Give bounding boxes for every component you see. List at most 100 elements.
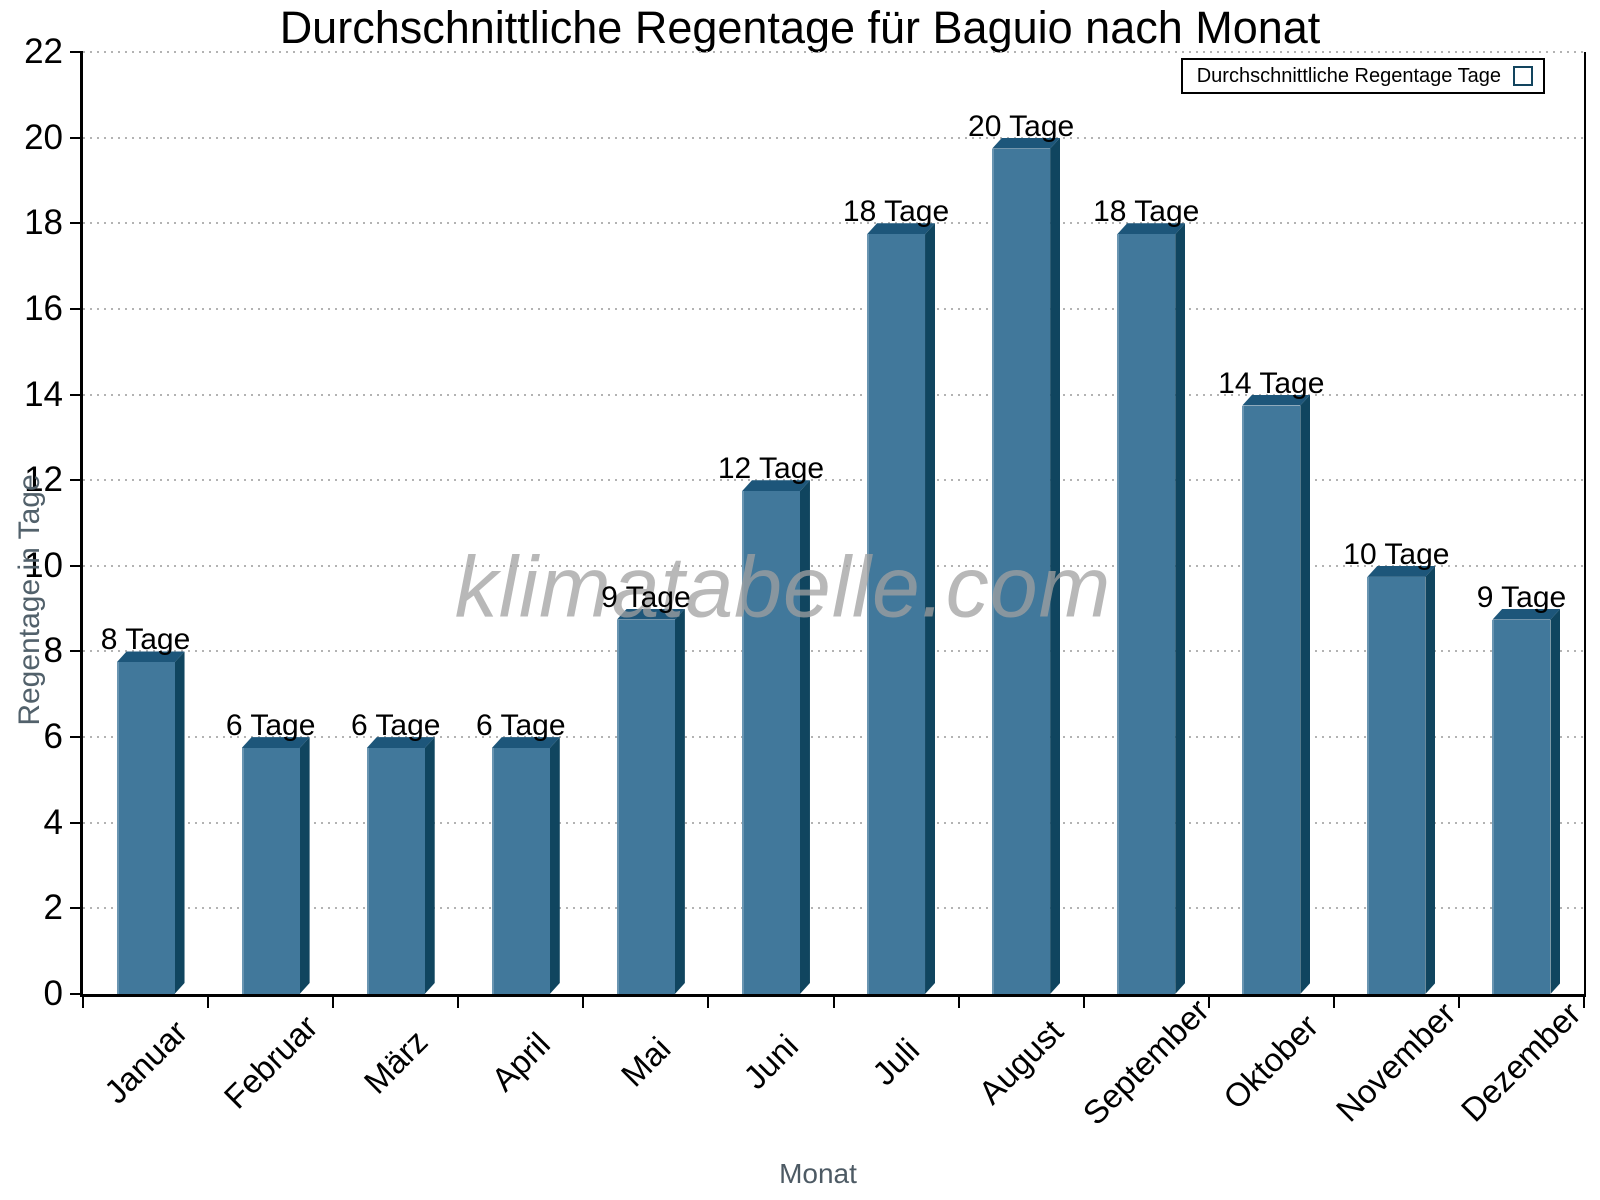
bar-side-face [550, 737, 560, 994]
chart-title: Durchschnittliche Regentage für Baguio n… [279, 2, 1321, 53]
bar-side-face [675, 609, 685, 994]
bar-top-face [491, 737, 560, 749]
y-tick-2 [70, 907, 83, 910]
bar-top-face [366, 737, 435, 749]
x-tick-label-august: August [971, 1012, 1071, 1112]
bar-front-face [867, 234, 926, 994]
gridline-y-8 [83, 650, 1584, 653]
x-axis-title: Monat [779, 1158, 857, 1189]
bar-side-face [1425, 566, 1435, 994]
y-tick-label-10: 10 [24, 545, 63, 585]
bar-front-face [1117, 234, 1176, 994]
gridline-y-6 [83, 736, 1584, 739]
gridline-y-2 [83, 907, 1584, 910]
bar-side-face [1300, 395, 1310, 994]
legend-swatch-icon [1513, 66, 1533, 86]
x-tick-5 [707, 997, 710, 1008]
legend-label: Durchschnittliche Regentage Tage [1196, 64, 1501, 87]
bar-column-dezember [1492, 608, 1561, 994]
y-axis-line [80, 52, 83, 997]
y-tick-label-18: 18 [24, 203, 63, 243]
bar-value-label-februar: 6 Tage [225, 709, 316, 743]
bar-top-face [116, 651, 185, 663]
bar-front-face [241, 748, 300, 994]
bar-value-label-oktober: 14 Tage [1218, 366, 1325, 400]
bar-column-april [491, 737, 560, 994]
bar-column-september [1117, 223, 1186, 994]
y-tick-14 [70, 393, 83, 396]
bar-top-face [1492, 608, 1561, 620]
bar-column-juni [741, 480, 810, 994]
bar-value-label-september: 18 Tage [1093, 195, 1200, 229]
bar-side-face [1050, 138, 1060, 994]
gridline-y-18 [83, 222, 1584, 225]
bar-column-januar [116, 651, 185, 994]
y-tick-label-12: 12 [24, 460, 63, 500]
bar-front-face [366, 748, 425, 994]
bar-top-face [1117, 223, 1186, 235]
x-tick-7 [957, 997, 960, 1008]
x-tick-label-oktober: Oktober [1216, 1007, 1326, 1117]
bar-front-face [491, 748, 550, 994]
bar-column-oktober [1242, 394, 1311, 994]
bar-front-face [1367, 576, 1426, 994]
gridline-y-14 [83, 393, 1584, 396]
bar-side-face [300, 737, 310, 994]
x-tick-label-dezember: Dezember [1454, 994, 1589, 1129]
bar-side-face [425, 737, 435, 994]
legend: Durchschnittliche Regentage Tage [1180, 58, 1545, 94]
x-tick-label-mai: Mai [613, 1029, 678, 1094]
bar-value-label-marz: 6 Tage [350, 709, 441, 743]
y-tick-label-2: 2 [43, 888, 63, 928]
bar-column-august [992, 137, 1061, 994]
bar-value-label-april: 6 Tage [476, 709, 566, 743]
gridline-y-4 [83, 821, 1584, 824]
bar-side-face [1175, 223, 1185, 994]
bar-value-label-juli: 18 Tage [842, 195, 950, 229]
x-tick-10 [1332, 997, 1335, 1008]
bar-front-face [992, 148, 1051, 994]
bar-column-februar [241, 737, 310, 994]
bar-front-face [116, 662, 175, 994]
bar-front-face [741, 491, 800, 994]
x-tick-8 [1082, 997, 1085, 1008]
bar-front-face [616, 619, 675, 994]
bar-side-face [175, 651, 185, 994]
bar-side-face [800, 480, 810, 994]
bar-column-marz [366, 737, 435, 994]
y-tick-16 [70, 307, 83, 310]
bar-value-label-januar: 8 Tage [100, 623, 191, 657]
y-tick-label-22: 22 [24, 32, 63, 71]
bar-column-mai [616, 608, 685, 994]
bar-side-face [1550, 609, 1560, 994]
x-tick-12 [1583, 997, 1585, 1008]
y-tick-6 [70, 736, 83, 739]
plot-area: Durchschnittliche Regentage Tage klimata… [24, 32, 1588, 1132]
bar-front-face [1492, 619, 1551, 994]
x-tick-label-februar: Februar [216, 1007, 325, 1116]
bar-top-face [1242, 394, 1311, 406]
x-tick-11 [1457, 997, 1460, 1008]
x-tick-label-juli: Juli [865, 1031, 927, 1093]
y-tick-0 [70, 993, 83, 995]
y-tick-label-16: 16 [24, 288, 63, 328]
y-tick-10 [70, 564, 83, 567]
bar-side-face [925, 223, 935, 994]
y-tick-label-6: 6 [43, 717, 63, 757]
x-tick-4 [582, 997, 585, 1008]
x-tick-0 [82, 997, 84, 1008]
x-tick-label-januar: Januar [96, 1012, 194, 1111]
gridline-y-12 [83, 479, 1584, 482]
bar-top-face [741, 480, 810, 492]
y-axis-title: Regentage in Tage [13, 474, 46, 726]
bar-top-face [241, 737, 310, 749]
x-tick-3 [457, 997, 460, 1008]
bar-top-face [992, 137, 1061, 149]
bar-column-juli [867, 223, 936, 994]
gridline-y-10 [83, 564, 1584, 567]
x-tick-label-september: September [1075, 991, 1217, 1132]
x-tick-1 [207, 997, 210, 1008]
y-tick-8 [70, 650, 83, 653]
watermark: klimatabelle.com [454, 539, 1112, 636]
